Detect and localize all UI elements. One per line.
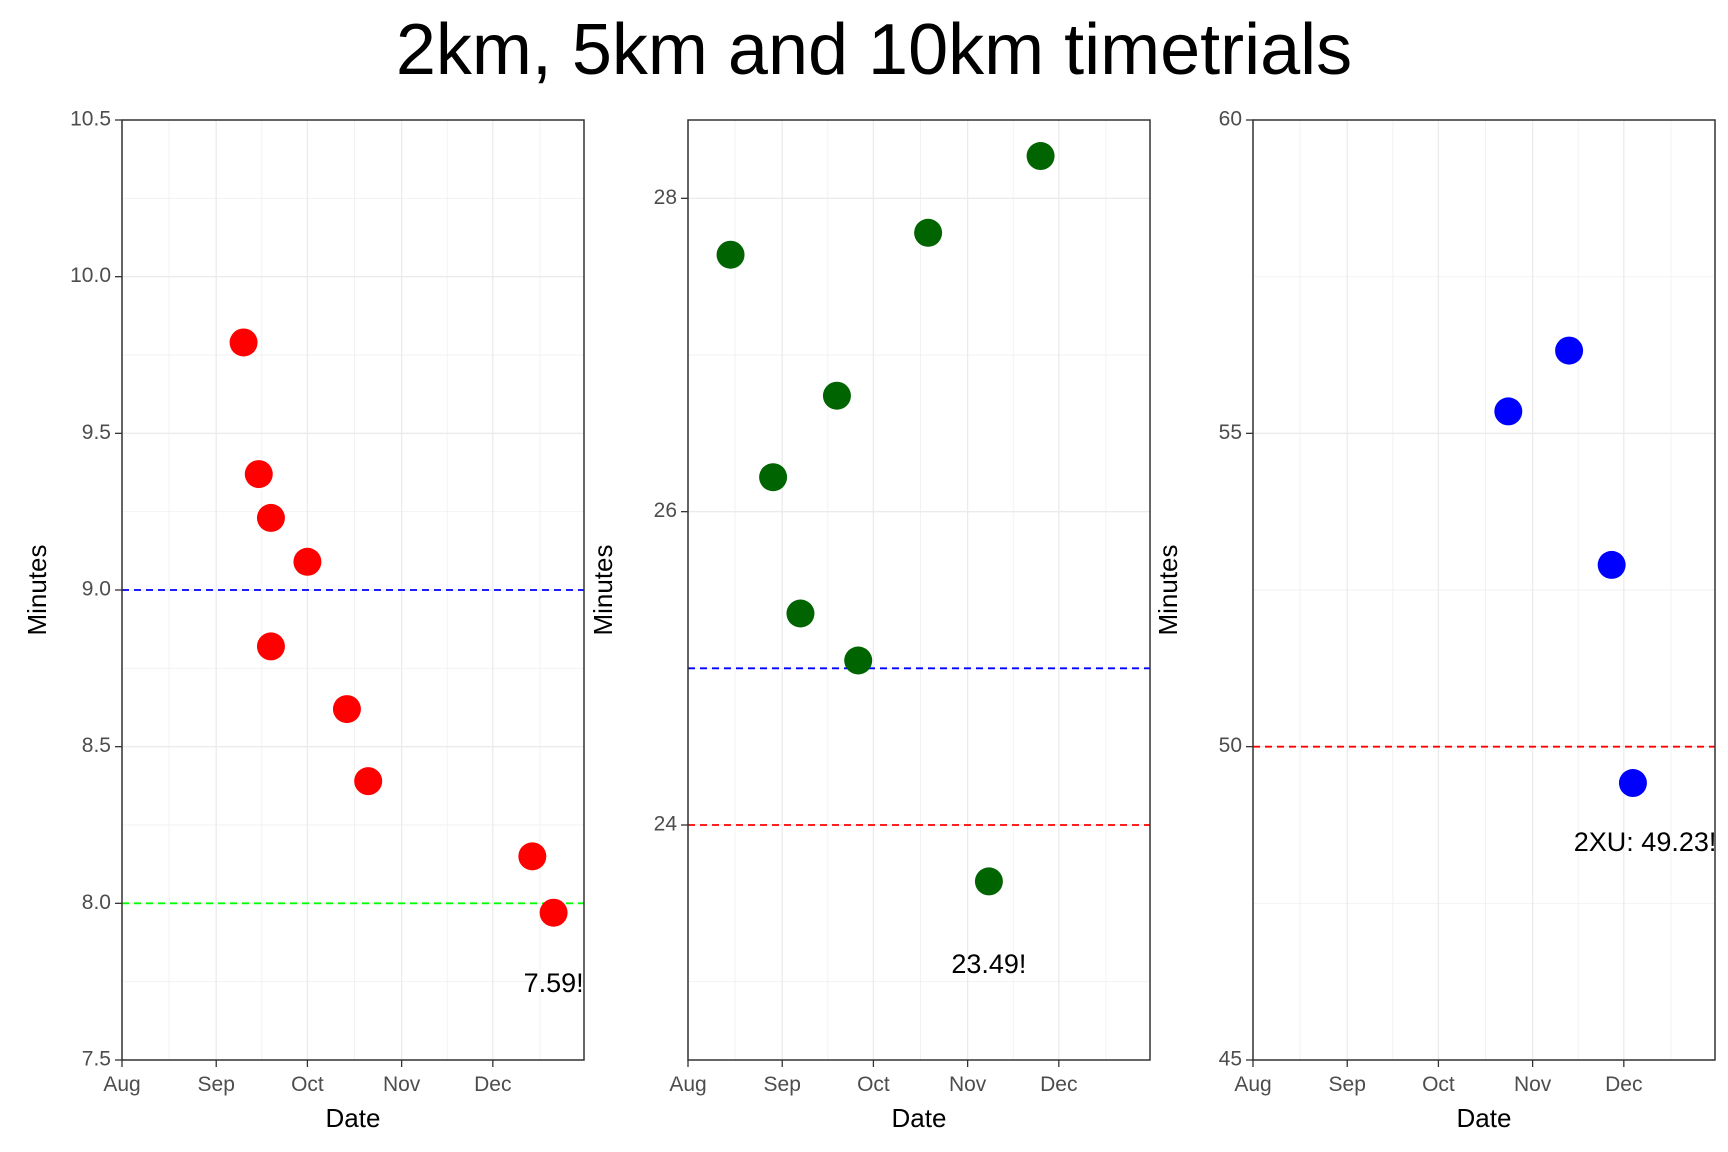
x-tick-label: Sep xyxy=(764,1073,801,1096)
data-point-6 xyxy=(332,695,361,724)
x-tick-label: Sep xyxy=(198,1073,235,1096)
chart-panel-1: 7.59! 7.5 8.0 8.5 9.0 9.5 10.0 10.5 Aug Sep Oct Nov… xyxy=(22,108,585,1133)
data-point-2 xyxy=(244,460,273,489)
data-point-7 xyxy=(974,867,1003,896)
y-tick-label: 10.5 xyxy=(70,108,111,131)
data-point-3 xyxy=(786,599,815,628)
data-point-1 xyxy=(229,328,258,357)
data-point-5 xyxy=(844,646,873,675)
y-tick-label: 28 xyxy=(654,186,677,209)
data-point-4 xyxy=(822,381,851,410)
y-tick-label: 60 xyxy=(1219,108,1242,131)
x-tick-label: Dec xyxy=(474,1073,511,1096)
x-tick-label: Nov xyxy=(383,1073,421,1096)
y-axis-title: Minutes xyxy=(22,544,52,635)
data-point-9 xyxy=(539,898,568,927)
data-point-1 xyxy=(716,240,745,269)
x-tick-label: Dec xyxy=(1040,1073,1077,1096)
y-tick-label: 8.0 xyxy=(82,891,111,914)
y-tick-label: 7.5 xyxy=(82,1048,111,1071)
y-axis-title: Minutes xyxy=(1153,544,1183,635)
data-point-4 xyxy=(256,632,285,661)
x-tick-label: Oct xyxy=(857,1073,890,1096)
panel-border xyxy=(687,119,1151,1061)
y-tick-label: 24 xyxy=(654,813,678,836)
x-tick-label: Aug xyxy=(103,1073,140,1096)
y-tick-label: 9.5 xyxy=(82,421,111,444)
data-point-8 xyxy=(518,842,547,871)
y-tick-label: 50 xyxy=(1219,734,1242,757)
x-tick-label: Dec xyxy=(1605,1073,1642,1096)
x-tick-label: Oct xyxy=(291,1073,324,1096)
data-point-2 xyxy=(759,463,788,492)
y-axis-title: Minutes xyxy=(588,544,618,635)
chart-panel-2: 23.49! 24 26 28 Aug Sep Oct Nov Dec Date Minutes xyxy=(588,119,1151,1133)
y-tick-label: 8.5 xyxy=(82,734,111,757)
data-point-3 xyxy=(1597,550,1626,579)
x-tick-label: Nov xyxy=(1514,1073,1552,1096)
data-point-2 xyxy=(1555,336,1584,365)
data-point-5 xyxy=(293,547,322,576)
data-point-3 xyxy=(256,503,285,532)
annotation-label: 7.59! xyxy=(524,968,584,998)
annotation-label: 23.49! xyxy=(951,949,1026,979)
x-tick-label: Sep xyxy=(1329,1073,1366,1096)
x-tick-label: Oct xyxy=(1422,1073,1455,1096)
chart-title: 2km, 5km and 10km timetrials xyxy=(396,10,1352,90)
x-axis-title: Date xyxy=(1457,1103,1512,1133)
panels: 7.59! 7.5 8.0 8.5 9.0 9.5 10.0 10.5 Aug Sep Oct Nov… xyxy=(22,108,1716,1133)
y-tick-label: 9.0 xyxy=(82,578,111,601)
x-axis-title: Date xyxy=(326,1103,381,1133)
data-point-4 xyxy=(1618,769,1647,798)
x-axis-title: Date xyxy=(892,1103,947,1133)
plot-area xyxy=(688,120,1150,1060)
annotation-label: 2XU: 49.23! xyxy=(1574,827,1717,857)
y-tick-label: 10.0 xyxy=(70,264,111,287)
y-tick-label: 45 xyxy=(1219,1048,1242,1071)
x-tick-label: Nov xyxy=(949,1073,987,1096)
data-point-1 xyxy=(1494,397,1523,426)
y-tick-label: 55 xyxy=(1219,421,1242,444)
y-tick-label: 26 xyxy=(654,499,677,522)
x-tick-label: Aug xyxy=(1234,1073,1271,1096)
data-point-6 xyxy=(914,218,943,247)
x-tick-label: Aug xyxy=(669,1073,706,1096)
data-point-8 xyxy=(1026,142,1055,171)
chart-panel-3: 2XU: 49.23! 45 50 55 60 Aug Sep Oct Nov Dec Date Mi… xyxy=(1153,108,1716,1133)
data-point-7 xyxy=(354,767,383,796)
panel-border xyxy=(1252,119,1716,1061)
